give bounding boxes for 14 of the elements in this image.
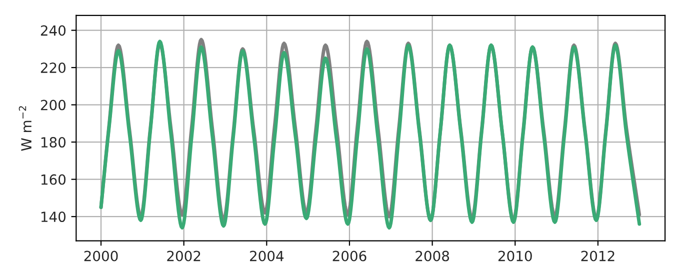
y-tick-label: 180 — [41, 137, 66, 148]
y-tick-label: 220 — [40, 62, 66, 74]
y-tick-label: 200 — [40, 100, 66, 110]
x-tick-label: 2002 — [167, 250, 200, 262]
x-tick-label: 2010 — [498, 250, 532, 262]
y-axis-title: W m$^{−2}$ — [18, 106, 32, 151]
x-tick-label: 2006 — [332, 250, 366, 262]
x-tick-label: 2004 — [250, 250, 284, 262]
y-tick-label: 140 — [41, 212, 66, 222]
x-tick-label: 2008 — [416, 250, 450, 262]
y-tick-label: 160 — [41, 174, 66, 185]
x-tick-label: 2000 — [84, 250, 118, 262]
x-tick-label: 2012 — [581, 250, 614, 262]
y-tick-label: 240 — [40, 25, 66, 36]
